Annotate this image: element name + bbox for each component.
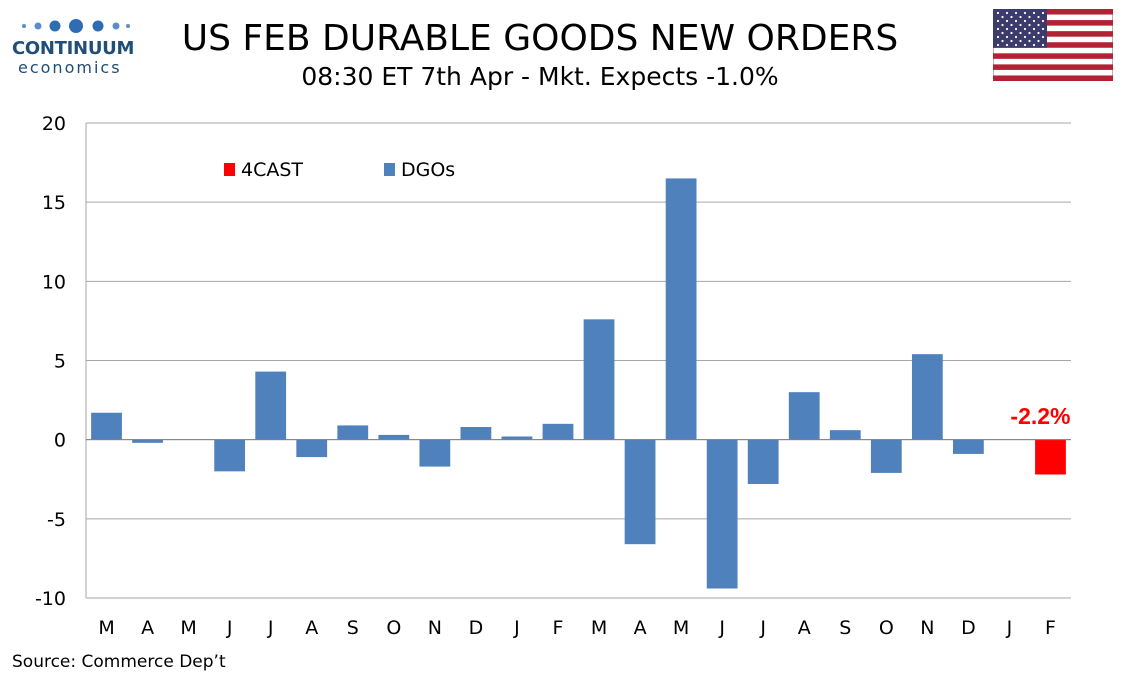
y-tick-label: 5: [54, 351, 66, 373]
dgo-bar: [337, 425, 369, 440]
x-tick-label: F: [1045, 617, 1056, 639]
logo-subtitle: economics: [18, 58, 122, 77]
forecast-annotation: -2.2%: [1010, 403, 1070, 429]
x-tick-label: M: [591, 617, 607, 639]
legend-swatch: [224, 163, 235, 176]
x-tick-label: A: [305, 617, 318, 639]
dgo-bar: [624, 439, 656, 545]
x-tick-label: M: [98, 617, 114, 639]
dgo-bar: [255, 371, 287, 440]
dgo-bar: [542, 423, 574, 440]
x-tick-label: N: [428, 617, 442, 639]
legend: 4CAST DGOs: [224, 159, 455, 181]
forecast-bar: [1035, 439, 1066, 475]
x-tick-label: N: [920, 617, 934, 639]
dgo-bar: [870, 439, 902, 473]
x-tick-label: O: [386, 617, 401, 639]
x-tick-label: J: [718, 617, 725, 639]
x-tick-label: F: [553, 617, 564, 639]
dgo-bar: [706, 439, 738, 589]
dgo-bar: [460, 427, 492, 440]
dgo-bar: [911, 354, 943, 440]
x-tick-label: J: [759, 617, 766, 639]
x-tick-label: O: [879, 617, 894, 639]
y-axis-ticks: 20 15 10 5 0 -5 -10: [35, 113, 66, 610]
dgo-bar: [132, 439, 163, 443]
x-tick-label: M: [673, 617, 689, 639]
dgo-bar: [788, 392, 820, 440]
dgo-bar: [953, 439, 984, 454]
y-tick-label: 10: [42, 271, 66, 293]
bars: [91, 178, 1066, 589]
dgo-bar: [378, 434, 410, 440]
x-tick-label: J: [513, 617, 520, 639]
legend-label: DGOs: [401, 159, 455, 181]
dgo-bar: [583, 319, 615, 440]
x-tick-label: J: [267, 617, 274, 639]
dgo-bar: [829, 430, 861, 440]
y-tick-label: -5: [47, 509, 66, 531]
legend-swatch: [384, 163, 395, 176]
y-tick-label: 15: [42, 192, 66, 214]
logo-name: CONTINUUM: [12, 38, 135, 59]
x-tick-label: S: [839, 617, 851, 639]
y-tick-label: -10: [35, 588, 66, 610]
x-tick-label: J: [226, 617, 233, 639]
source-note: Source: Commerce Dep’t: [12, 652, 226, 672]
legend-label: 4CAST: [241, 159, 303, 181]
chart-subtitle: 08:30 ET 7th Apr - Mkt. Expects -1.0%: [301, 62, 779, 91]
logo-dots-icon: [22, 19, 130, 33]
dgo-bar: [501, 436, 533, 440]
x-tick-label: M: [180, 617, 196, 639]
us-flag-icon: [993, 9, 1113, 81]
dgo-bar: [91, 412, 122, 440]
dgo-bar: [747, 439, 779, 484]
dgo-bar: [296, 439, 328, 458]
x-tick-label: A: [141, 617, 154, 639]
y-tick-label: 0: [54, 430, 66, 452]
dgo-bar: [665, 178, 697, 440]
chart-title: US FEB DURABLE GOODS NEW ORDERS: [181, 18, 899, 59]
x-tick-label: D: [961, 617, 976, 639]
x-tick-label: A: [634, 617, 647, 639]
y-tick-label: 20: [42, 113, 66, 135]
x-tick-label: D: [469, 617, 484, 639]
x-tick-label: J: [1006, 617, 1013, 639]
x-tick-label: A: [798, 617, 811, 639]
x-tick-label: S: [347, 617, 359, 639]
dgo-bar: [419, 439, 451, 467]
dgo-bar: [214, 439, 246, 472]
